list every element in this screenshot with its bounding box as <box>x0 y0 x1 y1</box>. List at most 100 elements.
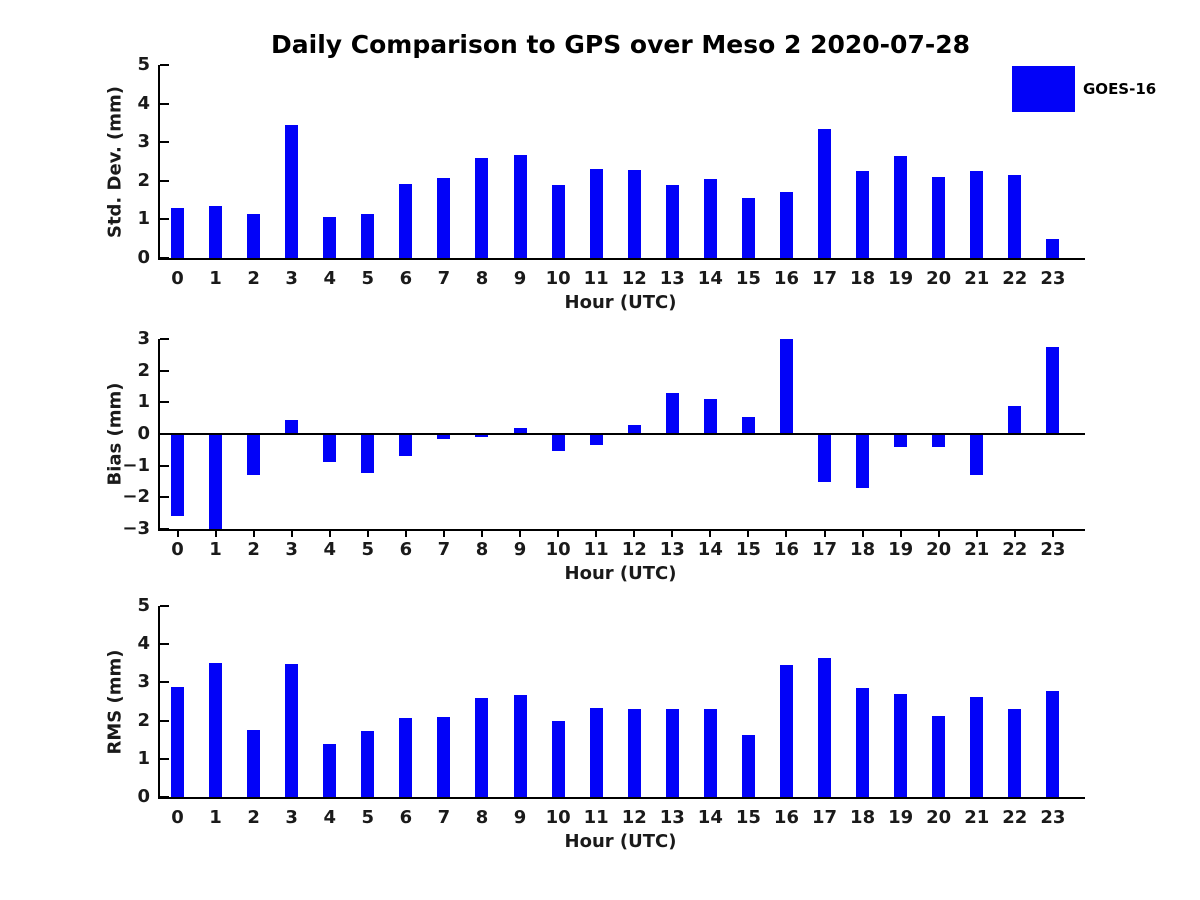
x-tick-label: 3 <box>285 807 298 828</box>
rms-plot-area: 0 1 2 3 4 5 0 1 2 3 4 5 6 7 8 9 10 11 12 13 14 15 16 17 18 19 20 21… <box>137 595 1085 828</box>
y-tick-mark <box>160 464 169 467</box>
x-tick-mark <box>214 529 217 537</box>
bar-hour-17 <box>818 128 832 258</box>
x-tick-label: 5 <box>361 539 375 560</box>
bar-hour-0 <box>171 434 184 517</box>
bar-hour-5 <box>361 731 375 797</box>
y-tick-mark <box>160 338 169 340</box>
y-tick-label: 3 <box>137 328 150 349</box>
bar-hour-16 <box>779 191 793 258</box>
y-tick-mark <box>160 496 169 499</box>
x-tick-mark <box>1013 529 1016 537</box>
bar-hour-19 <box>894 155 908 258</box>
bar-hour-8 <box>475 434 489 438</box>
bar-hour-22 <box>1008 175 1022 258</box>
x-tick-label: 14 <box>697 807 723 828</box>
x-tick-mark <box>176 529 179 537</box>
bar-hour-15 <box>741 734 755 797</box>
x-tick-label: 8 <box>475 807 489 828</box>
x-tick-mark <box>861 529 864 537</box>
y-tick-mark <box>160 64 169 66</box>
x-tick-label: 13 <box>659 807 685 828</box>
bar-hour-7 <box>437 716 451 797</box>
x-tick-label: 12 <box>621 807 647 828</box>
bar-hour-18 <box>856 170 870 258</box>
bar-hour-22 <box>1008 405 1022 434</box>
zero-line <box>160 433 1085 435</box>
x-tick-label: 15 <box>735 539 761 560</box>
y-tick-label: 3 <box>137 671 150 693</box>
x-tick-label: 17 <box>811 539 838 560</box>
bar-hour-7 <box>437 434 451 439</box>
bar-hour-14 <box>703 399 717 434</box>
x-tick-label: 21 <box>964 268 990 289</box>
x-tick-label: 5 <box>361 807 375 828</box>
y-tick-mark <box>160 796 169 798</box>
y-tick-mark <box>160 433 169 435</box>
bar-hour-18 <box>856 434 870 488</box>
bar-hour-15 <box>741 416 755 434</box>
bar-hour-3 <box>285 419 299 434</box>
x-tick-label: 9 <box>513 807 527 828</box>
x-tick-mark <box>480 529 483 537</box>
x-tick-label: 2 <box>247 539 260 560</box>
x-tick-label: 9 <box>513 539 527 560</box>
bar-hour-4 <box>323 744 337 797</box>
bar-hour-6 <box>399 434 413 457</box>
bar-hour-7 <box>437 177 451 258</box>
x-tick-label: 15 <box>735 807 761 828</box>
x-tick-label: 5 <box>361 268 375 289</box>
y-tick-label: 2 <box>137 169 150 191</box>
rms-x-axis-label: Hour (UTC) <box>564 831 677 852</box>
y-tick-label: 5 <box>137 595 150 616</box>
x-tick-mark <box>823 529 826 537</box>
x-tick-mark <box>557 529 560 537</box>
bar-hour-19 <box>894 434 908 447</box>
y-tick-mark <box>160 369 169 372</box>
y-tick-label: 0 <box>137 247 150 268</box>
x-tick-label: 14 <box>697 268 723 289</box>
x-tick-label: 13 <box>659 539 685 560</box>
x-tick-mark <box>595 529 598 537</box>
y-tick-label: −2 <box>122 486 150 508</box>
y-tick-label: 5 <box>137 54 150 75</box>
x-tick-label: 14 <box>697 539 723 560</box>
x-tick-mark <box>633 529 636 537</box>
x-tick-label: 11 <box>583 807 609 828</box>
x-tick-label: 16 <box>773 807 799 828</box>
x-tick-label: 0 <box>171 539 184 560</box>
y-tick-mark <box>160 528 169 530</box>
y-tick-mark <box>160 102 169 105</box>
x-tick-label: 4 <box>323 268 336 289</box>
x-tick-mark <box>671 529 674 537</box>
y-tick-label: −3 <box>122 518 150 539</box>
bar-hour-13 <box>665 184 679 258</box>
y-tick-mark <box>160 179 169 182</box>
bar-hour-1 <box>209 434 223 529</box>
y-tick-label: 1 <box>137 747 150 769</box>
bar-hour-15 <box>741 198 755 258</box>
bar-hour-4 <box>323 217 337 258</box>
y-tick-mark <box>160 719 169 722</box>
x-tick-label: 11 <box>583 268 609 289</box>
x-tick-label: 23 <box>1040 539 1066 560</box>
bar-hour-12 <box>627 424 641 434</box>
x-tick-label: 20 <box>926 807 952 828</box>
x-tick-label: 1 <box>209 539 222 560</box>
bar-hour-1 <box>209 205 223 258</box>
bar-hour-17 <box>818 434 832 482</box>
x-tick-mark <box>328 529 331 537</box>
x-tick-mark <box>290 529 293 537</box>
legend-swatch-goes16 <box>1012 66 1075 112</box>
x-tick-label: 1 <box>209 807 222 828</box>
x-tick-label: 22 <box>1002 539 1028 560</box>
x-tick-label: 17 <box>811 268 838 289</box>
x-tick-mark <box>519 529 522 537</box>
chart-bias: Bias (mm) 3 2 1 0 −1 −2 −3 0 1 2 3 4 5 6 7 8 9 10 11 12 13 14… <box>0 328 1200 589</box>
x-tick-label: 12 <box>621 539 647 560</box>
rms-y-axis-label: RMS (mm) <box>104 649 126 754</box>
x-tick-label: 3 <box>285 539 298 560</box>
bar-hour-3 <box>285 664 299 797</box>
bar-hour-11 <box>589 707 603 797</box>
